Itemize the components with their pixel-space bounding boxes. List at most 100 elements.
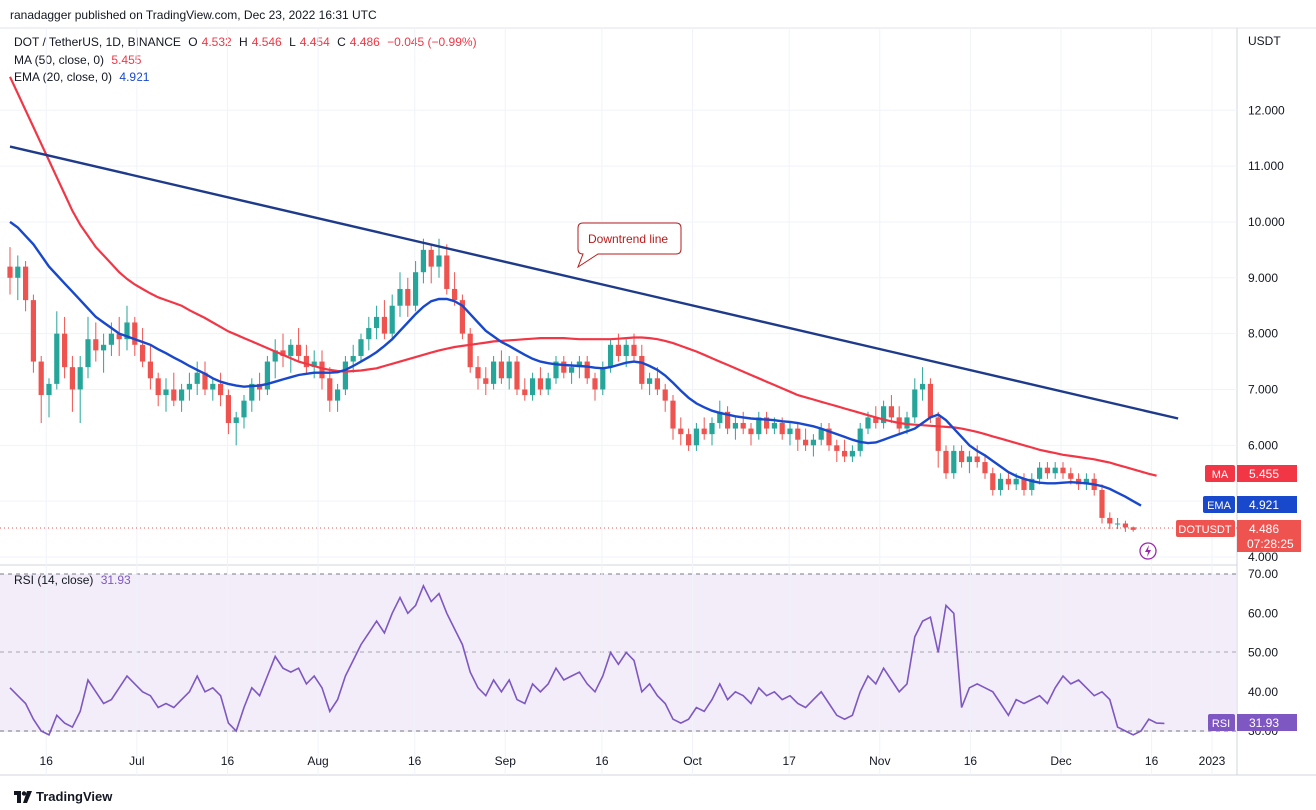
- candle: [1115, 517, 1121, 530]
- candle: [54, 311, 60, 390]
- candle: [436, 238, 442, 278]
- downtrend-line[interactable]: [9, 145, 1179, 420]
- candle: [1052, 462, 1058, 479]
- candle: [467, 328, 473, 373]
- candle: [600, 361, 606, 396]
- price-badge: DOTUSDT 4.486 07:28:25: [1176, 520, 1301, 552]
- symbol-legend: DOT / TetherUS, 1D, BINANCE O 4.532 H 4.54…: [14, 35, 481, 49]
- candle: [69, 355, 75, 412]
- candle: [288, 339, 294, 373]
- ema-legend-label: EMA (20, close, 0): [14, 70, 113, 84]
- candle: [654, 367, 660, 396]
- tradingview-brand-text: TradingView: [36, 789, 113, 804]
- alert-icon[interactable]: [1139, 542, 1157, 560]
- candle: [982, 456, 988, 479]
- candle: [506, 355, 512, 390]
- candle: [537, 367, 543, 396]
- symbol-title[interactable]: DOT / TetherUS, 1D, BINANCE: [14, 35, 181, 49]
- candle: [498, 350, 504, 384]
- candle: [23, 261, 29, 312]
- rsi-band: [0, 574, 1237, 732]
- rsi-tick-label: 60.00: [1248, 606, 1278, 620]
- currency-label: USDT: [1248, 34, 1281, 48]
- candle: [389, 294, 395, 340]
- candle: [233, 411, 239, 446]
- candle: [701, 417, 707, 440]
- rsi-line: [9, 583, 1165, 737]
- candle: [218, 372, 224, 407]
- tradingview-brand[interactable]: TradingView: [14, 789, 112, 804]
- candle: [241, 395, 247, 429]
- rsi-legend-value: 31.93: [100, 573, 131, 587]
- ma-badge: MA 5.455: [1205, 465, 1297, 482]
- rsi-badge-value: 31.93: [1249, 716, 1279, 730]
- candle: [358, 333, 364, 362]
- time-tick-label: Nov: [869, 754, 890, 768]
- ema-legend-value: 4.921: [119, 70, 150, 84]
- rsi-tick-label: 40.00: [1248, 685, 1278, 699]
- candle: [459, 294, 465, 340]
- candle: [38, 355, 44, 423]
- candle: [62, 316, 68, 379]
- candle: [413, 261, 419, 312]
- close-value: 4.486: [349, 35, 380, 49]
- candle: [732, 417, 738, 440]
- price-badge-value: 4.486: [1249, 522, 1279, 536]
- candle: [327, 367, 333, 412]
- candle: [381, 300, 387, 340]
- candle: [202, 361, 208, 396]
- price-tick-label: 10.000: [1248, 215, 1285, 229]
- candle: [1060, 462, 1066, 479]
- downtrend-callout[interactable]: Downtrend line: [576, 222, 682, 269]
- price-tick-label: 7.000: [1248, 382, 1278, 396]
- candle: [966, 450, 972, 474]
- low-value: 4.454: [299, 35, 330, 49]
- rsi-legend[interactable]: RSI (14, close) 31.93: [14, 573, 135, 587]
- ma-badge-value: 5.455: [1249, 467, 1279, 481]
- ema-line: [9, 220, 1142, 507]
- candle: [405, 277, 411, 317]
- candle: [888, 395, 894, 423]
- candle: [849, 445, 855, 463]
- candle: [335, 383, 341, 412]
- time-tick-label: 16: [595, 754, 609, 768]
- time-tick-label: 16: [221, 754, 235, 768]
- price-tick-label: 6.000: [1248, 438, 1278, 452]
- ma-legend[interactable]: MA (50, close, 0) 5.455: [14, 53, 145, 67]
- candle: [709, 417, 715, 446]
- candle: [186, 372, 192, 401]
- candle: [272, 339, 278, 379]
- candle: [1044, 462, 1050, 479]
- time-tick-label: Aug: [307, 754, 328, 768]
- candle: [584, 355, 590, 384]
- candle: [740, 411, 746, 435]
- time-tick-label: Oct: [683, 754, 702, 768]
- ema-legend[interactable]: EMA (20, close, 0) 4.921: [14, 70, 153, 84]
- candle: [374, 305, 380, 340]
- candle: [920, 367, 926, 401]
- price-ticks: 12.000 11.000 10.000 9.000 8.000 7.000 6.000 5.…: [0, 103, 1285, 564]
- candle: [912, 378, 918, 423]
- ma-legend-value: 5.455: [111, 53, 142, 67]
- candle: [1107, 512, 1113, 530]
- candle: [561, 355, 567, 379]
- candle: [670, 395, 676, 440]
- candle: [592, 372, 598, 401]
- publisher-line: ranadagger published on TradingView.com,…: [10, 8, 377, 22]
- candle: [803, 428, 809, 451]
- candle: [303, 344, 309, 373]
- candle: [553, 355, 559, 384]
- rsi-tick-label: 70.00: [1248, 567, 1278, 581]
- time-tick-label: Jul: [129, 754, 144, 768]
- candle: [717, 400, 723, 429]
- close-label: C: [337, 35, 346, 49]
- candle: [787, 422, 793, 446]
- candle: [1021, 473, 1027, 496]
- candle: [647, 372, 653, 396]
- low-label: L: [289, 35, 296, 49]
- candle: [296, 328, 302, 362]
- candle: [1083, 473, 1089, 490]
- candle: [491, 355, 497, 390]
